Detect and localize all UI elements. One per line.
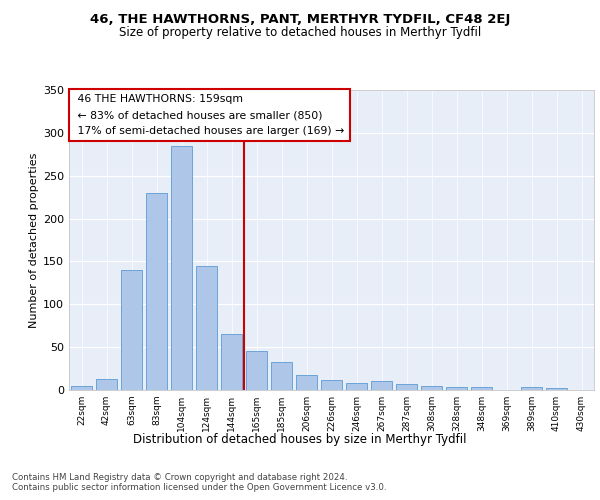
Bar	[221, 334, 242, 390]
Text: Distribution of detached houses by size in Merthyr Tydfil: Distribution of detached houses by size …	[133, 432, 467, 446]
Y-axis label: Number of detached properties: Number of detached properties	[29, 152, 39, 328]
Bar	[346, 383, 367, 390]
Text: 46 THE HAWTHORNS: 159sqm
 ← 83% of detached houses are smaller (850)
 17% of sem: 46 THE HAWTHORNS: 159sqm ← 83% of detach…	[74, 94, 344, 136]
Bar	[271, 362, 292, 390]
Bar	[471, 386, 492, 390]
Text: Size of property relative to detached houses in Merthyr Tydfil: Size of property relative to detached ho…	[119, 26, 481, 39]
Bar	[146, 193, 167, 390]
Bar	[171, 146, 192, 390]
Bar	[446, 386, 467, 390]
Bar	[96, 379, 117, 390]
Bar	[546, 388, 567, 390]
Bar	[371, 382, 392, 390]
Bar	[421, 386, 442, 390]
Bar	[321, 380, 342, 390]
Bar	[296, 374, 317, 390]
Bar	[246, 352, 267, 390]
Text: Contains HM Land Registry data © Crown copyright and database right 2024.
Contai: Contains HM Land Registry data © Crown c…	[12, 472, 386, 492]
Text: 46, THE HAWTHORNS, PANT, MERTHYR TYDFIL, CF48 2EJ: 46, THE HAWTHORNS, PANT, MERTHYR TYDFIL,…	[90, 12, 510, 26]
Bar	[396, 384, 417, 390]
Bar	[196, 266, 217, 390]
Bar	[121, 270, 142, 390]
Bar	[521, 386, 542, 390]
Bar	[71, 386, 92, 390]
